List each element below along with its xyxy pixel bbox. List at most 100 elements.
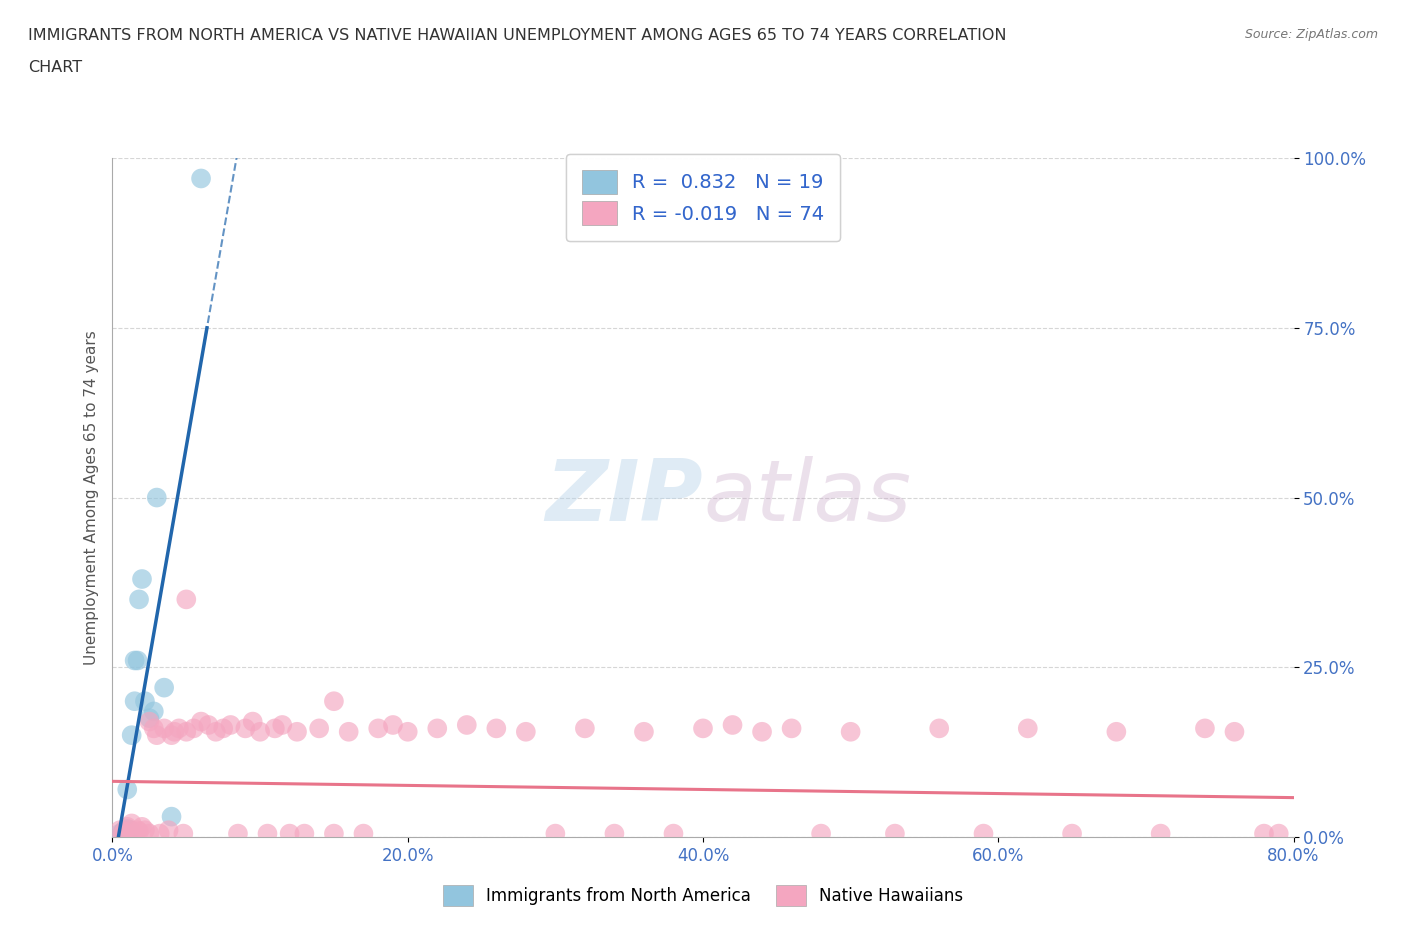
Point [146, 490, 169, 505]
Point [124, 826, 146, 841]
Point [112, 824, 135, 839]
Point [544, 826, 567, 841]
Text: atlas: atlas [703, 456, 911, 539]
Point [111, 826, 134, 841]
Point [142, 721, 165, 736]
Point [183, 721, 205, 736]
Point [138, 711, 160, 725]
Point [692, 721, 714, 736]
Point [751, 724, 773, 739]
Point [337, 724, 360, 739]
Point [160, 809, 183, 824]
Point [323, 694, 346, 709]
Point [117, 821, 138, 836]
Point [120, 823, 142, 838]
Point [149, 826, 172, 841]
Point [242, 714, 264, 729]
Point [146, 727, 169, 742]
Y-axis label: Unemployment Among Ages 65 to 74 years: Unemployment Among Ages 65 to 74 years [83, 330, 98, 665]
Point [134, 823, 156, 838]
Point [167, 721, 190, 736]
Point [124, 694, 146, 709]
Point [190, 714, 212, 729]
Point [278, 826, 301, 841]
Point [197, 718, 219, 733]
Point [153, 680, 176, 695]
Point [142, 704, 165, 719]
Point [515, 724, 537, 739]
Point [108, 823, 131, 838]
Text: CHART: CHART [28, 60, 82, 75]
Point [131, 819, 153, 834]
Point [157, 823, 180, 838]
Point [367, 721, 389, 736]
Point [174, 592, 197, 607]
Point [111, 825, 134, 840]
Point [190, 171, 212, 186]
Point [226, 826, 249, 841]
Point [131, 572, 153, 587]
Point [1150, 826, 1173, 841]
Text: IMMIGRANTS FROM NORTH AMERICA VS NATIVE HAWAIIAN UNEMPLOYMENT AMONG AGES 65 TO 7: IMMIGRANTS FROM NORTH AMERICA VS NATIVE … [28, 28, 1007, 43]
Point [117, 782, 138, 797]
Point [134, 694, 156, 709]
Point [271, 718, 294, 733]
Point [124, 653, 146, 668]
Point [112, 823, 135, 838]
Point [128, 824, 150, 839]
Point [108, 826, 131, 841]
Point [396, 724, 419, 739]
Point [928, 721, 950, 736]
Point [574, 721, 596, 736]
Point [128, 592, 150, 607]
Point [174, 724, 197, 739]
Point [1062, 826, 1084, 841]
Point [127, 653, 149, 668]
Point [163, 724, 186, 739]
Point [721, 718, 744, 733]
Point [153, 721, 176, 736]
Point [233, 721, 256, 736]
Point [308, 721, 330, 736]
Point [205, 724, 228, 739]
Point [382, 718, 405, 733]
Point [160, 727, 183, 742]
Point [633, 724, 655, 739]
Point [810, 826, 832, 841]
Point [121, 727, 143, 742]
Point [1017, 721, 1039, 736]
Point [172, 826, 194, 841]
Point [120, 823, 142, 838]
Point [219, 718, 242, 733]
Point [323, 826, 346, 841]
Point [1268, 826, 1291, 841]
Point [1223, 724, 1246, 739]
Point [1194, 721, 1216, 736]
Point [456, 718, 478, 733]
Point [256, 826, 278, 841]
Point [780, 721, 803, 736]
Point [212, 721, 235, 736]
Point [1105, 724, 1128, 739]
Point [285, 724, 308, 739]
Point [485, 721, 508, 736]
Point [1253, 826, 1275, 841]
Point [839, 724, 862, 739]
Point [292, 826, 315, 841]
Point [138, 826, 160, 841]
Point [426, 721, 449, 736]
Point [603, 826, 626, 841]
Point [352, 826, 374, 841]
Point [138, 714, 160, 729]
Point [662, 826, 685, 841]
Point [973, 826, 995, 841]
Point [264, 721, 287, 736]
Point [117, 819, 138, 834]
Point [884, 826, 907, 841]
Point [121, 816, 143, 830]
Point [249, 724, 271, 739]
Text: Source: ZipAtlas.com: Source: ZipAtlas.com [1244, 28, 1378, 41]
Legend: R =  0.832   N = 19, R = -0.019   N = 74: R = 0.832 N = 19, R = -0.019 N = 74 [567, 154, 839, 241]
Legend: Immigrants from North America, Native Hawaiians: Immigrants from North America, Native Ha… [436, 879, 970, 912]
Text: ZIP: ZIP [546, 456, 703, 539]
